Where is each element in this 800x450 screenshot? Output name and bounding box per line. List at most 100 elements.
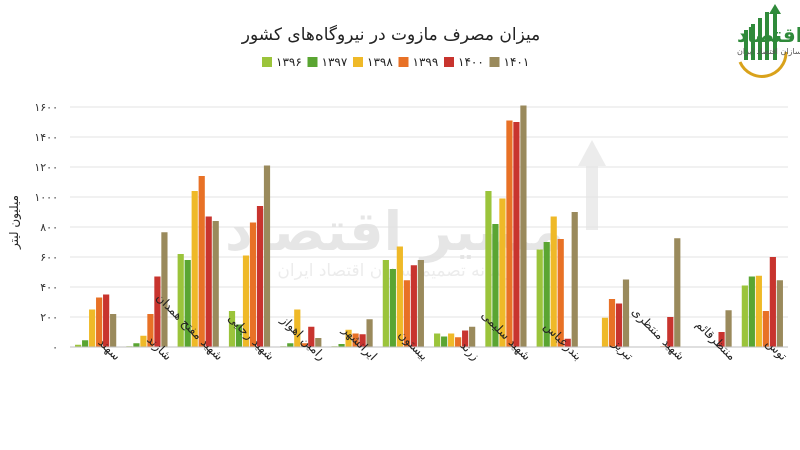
bar [161, 232, 168, 347]
bar [462, 330, 469, 347]
legend-swatch [307, 57, 318, 67]
bar [410, 265, 417, 347]
bar [434, 333, 441, 347]
bar [352, 333, 359, 347]
bar [403, 280, 410, 347]
bar [448, 333, 455, 347]
bar [389, 269, 396, 347]
y-tick-label: ۶۰۰ [40, 251, 58, 264]
y-tick-label: ۱۴۰۰ [34, 131, 58, 144]
bar [82, 340, 89, 347]
bar [615, 303, 623, 347]
brand-logo: مسیر اقتصاد رسانه تصمیم سازان اقتصاد ایر… [737, 4, 800, 78]
chart-title: میزان مصرف مازوت در نیروگاه‌های کشور [241, 24, 541, 45]
category-label: شازند [143, 333, 174, 364]
bar [499, 198, 506, 347]
bar [748, 276, 755, 347]
y-tick-label: ۲۰۰ [40, 311, 58, 324]
bar [294, 309, 301, 347]
bar [140, 335, 147, 347]
y-tick-label: ۴۰۰ [40, 281, 58, 294]
bar [725, 310, 732, 347]
bar [417, 260, 424, 347]
legend-swatch [444, 57, 454, 67]
legend-label: ۱۳۹۹ [413, 55, 439, 69]
bar [359, 334, 366, 347]
y-tick-label: ۰ [52, 341, 58, 354]
bar [776, 280, 783, 347]
legend-swatch [353, 57, 363, 67]
legend-swatch [489, 57, 500, 67]
bar [338, 344, 345, 347]
category-label: منتظرقائم [692, 317, 739, 364]
logo-tagline: رسانه تصمیم سازان اقتصاد ایران [737, 47, 800, 56]
y-axis-label: میلیون لیتر [7, 195, 22, 250]
watermark-arrow-icon [578, 140, 606, 230]
bar [571, 212, 578, 347]
bars [75, 105, 783, 347]
bar [469, 326, 476, 347]
bar [315, 338, 322, 347]
bar [212, 221, 219, 347]
bar [520, 105, 527, 347]
bar [557, 239, 564, 347]
bar [177, 254, 184, 347]
bar [543, 242, 550, 347]
bar [198, 176, 205, 347]
legend-label: ۱۳۹۷ [322, 55, 348, 69]
bar [550, 216, 557, 347]
bar [256, 206, 264, 347]
y-tick-label: ۸۰۰ [40, 221, 58, 234]
bar [263, 165, 271, 347]
bar [622, 279, 630, 347]
bar [154, 276, 161, 347]
bar [308, 326, 315, 347]
growth-bars-icon [738, 4, 788, 78]
bar [242, 255, 250, 347]
bar [96, 297, 103, 347]
bar [147, 314, 154, 347]
bar [301, 343, 308, 347]
bar [513, 122, 520, 347]
y-axis: ۰ ۲۰۰ ۴۰۰ ۶۰۰ ۸۰۰ ۱۰۰۰ ۱۲۰۰ ۱۴۰۰ ۱۶۰۰ [34, 101, 58, 354]
bar [249, 222, 257, 347]
legend-swatch [398, 57, 409, 67]
bar [536, 249, 543, 347]
bar [741, 285, 748, 347]
category-label: ایرانشهر [338, 322, 380, 364]
bar [718, 332, 725, 347]
bar [110, 314, 117, 347]
y-tick-label: ۱۲۰۰ [34, 161, 58, 174]
bar [608, 299, 616, 347]
bar [366, 319, 373, 347]
legend-swatch [262, 57, 272, 67]
bar [133, 343, 140, 347]
bar [184, 260, 191, 347]
legend-label: ۱۳۹۸ [367, 55, 393, 69]
bar [769, 257, 776, 347]
bar [89, 309, 96, 347]
bar [667, 317, 674, 347]
bar [492, 224, 499, 347]
bar [674, 238, 681, 347]
y-tick-label: ۱۰۰۰ [34, 191, 58, 204]
bar [455, 337, 462, 347]
bar [506, 120, 513, 347]
bar [382, 260, 389, 347]
legend-label: ۱۳۹۶ [276, 55, 302, 69]
y-tick-label: ۱۶۰۰ [34, 101, 58, 114]
bar [762, 311, 769, 347]
bar [755, 275, 762, 347]
bar [396, 246, 403, 347]
bar [235, 324, 243, 347]
logo-brand: مسیر اقتصاد [737, 23, 800, 47]
bar [345, 329, 352, 347]
bar [485, 191, 492, 347]
bar [287, 343, 294, 347]
bar [228, 311, 236, 347]
bar [103, 294, 110, 347]
bar [205, 216, 212, 347]
bar [601, 317, 609, 347]
legend-label: ۱۴۰۱ [504, 55, 530, 69]
